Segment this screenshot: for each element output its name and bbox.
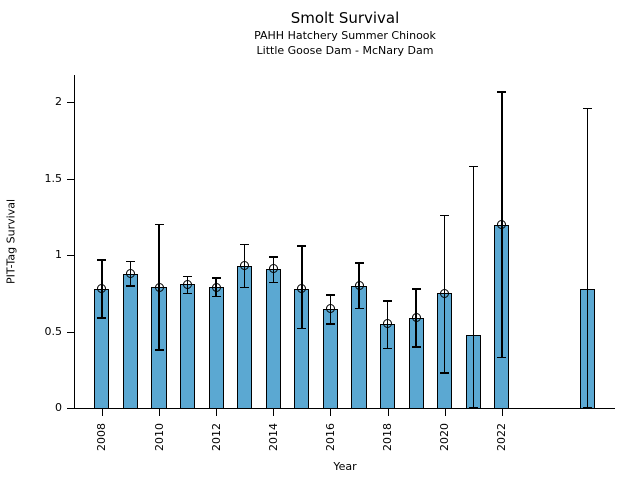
point-marker-2008 bbox=[97, 284, 107, 294]
x-tick-label: 2010 bbox=[152, 423, 166, 451]
point-marker-2022 bbox=[497, 220, 507, 230]
x-tick bbox=[159, 409, 160, 416]
error-cap-high-2016 bbox=[325, 294, 335, 296]
error-cap-low-2020 bbox=[440, 372, 450, 374]
error-cap-high-2013 bbox=[240, 243, 250, 246]
error-cap-high-2025 bbox=[583, 107, 593, 110]
x-tick bbox=[273, 409, 275, 416]
error-cap-high-2014 bbox=[268, 256, 278, 258]
y-axis-spine bbox=[74, 75, 75, 409]
x-tick bbox=[444, 409, 446, 416]
error-cap-high-2017 bbox=[354, 262, 364, 264]
point-marker-2009 bbox=[125, 269, 135, 279]
error-cap-low-2011 bbox=[183, 292, 193, 295]
error-cap-low-2015 bbox=[297, 327, 307, 330]
y-tick-label: 0 bbox=[55, 401, 62, 414]
error-cap-low-2010 bbox=[154, 349, 164, 351]
point-marker-2014 bbox=[268, 264, 278, 274]
error-bar-2021 bbox=[472, 166, 475, 408]
error-cap-low-2018 bbox=[383, 347, 393, 350]
x-tick bbox=[387, 409, 389, 416]
error-cap-high-2019 bbox=[411, 288, 421, 290]
x-tick-label: 2022 bbox=[495, 423, 509, 451]
error-cap-high-2009 bbox=[125, 260, 135, 263]
point-marker-2011 bbox=[183, 279, 193, 289]
point-marker-2018 bbox=[383, 319, 393, 329]
chart-subtitle-line1: PAHH Hatchery Summer Chinook bbox=[254, 29, 436, 42]
point-marker-2012 bbox=[211, 282, 221, 292]
x-axis-label: Year bbox=[333, 460, 357, 473]
error-cap-low-2014 bbox=[268, 281, 278, 284]
point-marker-2016 bbox=[325, 304, 335, 314]
point-marker-2019 bbox=[411, 313, 421, 323]
x-tick-label: 2016 bbox=[323, 423, 337, 451]
error-cap-high-2010 bbox=[154, 223, 164, 226]
x-tick-label: 2014 bbox=[266, 423, 280, 451]
bar-2012 bbox=[208, 287, 224, 409]
error-cap-low-2017 bbox=[354, 307, 364, 310]
y-tick bbox=[67, 331, 74, 333]
x-tick-label: 2020 bbox=[438, 423, 452, 451]
error-cap-high-2012 bbox=[211, 277, 221, 279]
y-tick-label: 1 bbox=[55, 248, 62, 262]
y-tick-label: 2 bbox=[55, 95, 62, 109]
error-cap-high-2011 bbox=[183, 275, 193, 278]
x-tick bbox=[101, 409, 103, 416]
y-tick-label: 0.5 bbox=[44, 324, 63, 338]
error-cap-high-2015 bbox=[297, 245, 307, 247]
point-marker-2013 bbox=[240, 261, 250, 271]
y-tick bbox=[67, 178, 74, 180]
x-tick bbox=[501, 409, 503, 416]
x-tick-label: 2018 bbox=[381, 423, 395, 451]
point-marker-2017 bbox=[354, 281, 364, 291]
x-tick-label: 2008 bbox=[95, 423, 109, 451]
y-tick-label: 1.5 bbox=[44, 171, 63, 185]
point-marker-2010 bbox=[154, 282, 164, 292]
error-cap-low-2013 bbox=[240, 286, 250, 289]
error-cap-high-2008 bbox=[97, 259, 107, 261]
error-cap-low-2019 bbox=[411, 346, 421, 348]
chart-subtitle-line2: Little Goose Dam - McNary Dam bbox=[256, 44, 434, 57]
point-marker-2015 bbox=[297, 284, 307, 294]
y-tick bbox=[67, 102, 74, 104]
error-cap-low-2012 bbox=[211, 295, 221, 298]
bar-2014 bbox=[265, 268, 281, 409]
error-cap-low-2016 bbox=[325, 323, 335, 325]
x-tick bbox=[330, 409, 332, 416]
error-cap-low-2008 bbox=[97, 317, 107, 319]
point-marker-2020 bbox=[440, 288, 450, 298]
bar-2009 bbox=[122, 273, 138, 409]
error-cap-low-2022 bbox=[497, 356, 507, 359]
error-cap-high-2022 bbox=[497, 91, 507, 93]
chart-title: Smolt Survival bbox=[290, 9, 400, 27]
x-tick-label: 2012 bbox=[209, 423, 223, 451]
error-cap-high-2020 bbox=[440, 214, 450, 217]
y-tick bbox=[67, 408, 74, 409]
error-bar-2025 bbox=[586, 108, 589, 408]
error-cap-low-2009 bbox=[125, 285, 135, 287]
error-cap-high-2018 bbox=[383, 300, 393, 302]
bar-2011 bbox=[180, 284, 196, 409]
x-axis-spine bbox=[74, 408, 615, 409]
x-tick bbox=[216, 409, 218, 416]
y-tick bbox=[67, 255, 74, 257]
error-cap-high-2021 bbox=[468, 165, 478, 168]
